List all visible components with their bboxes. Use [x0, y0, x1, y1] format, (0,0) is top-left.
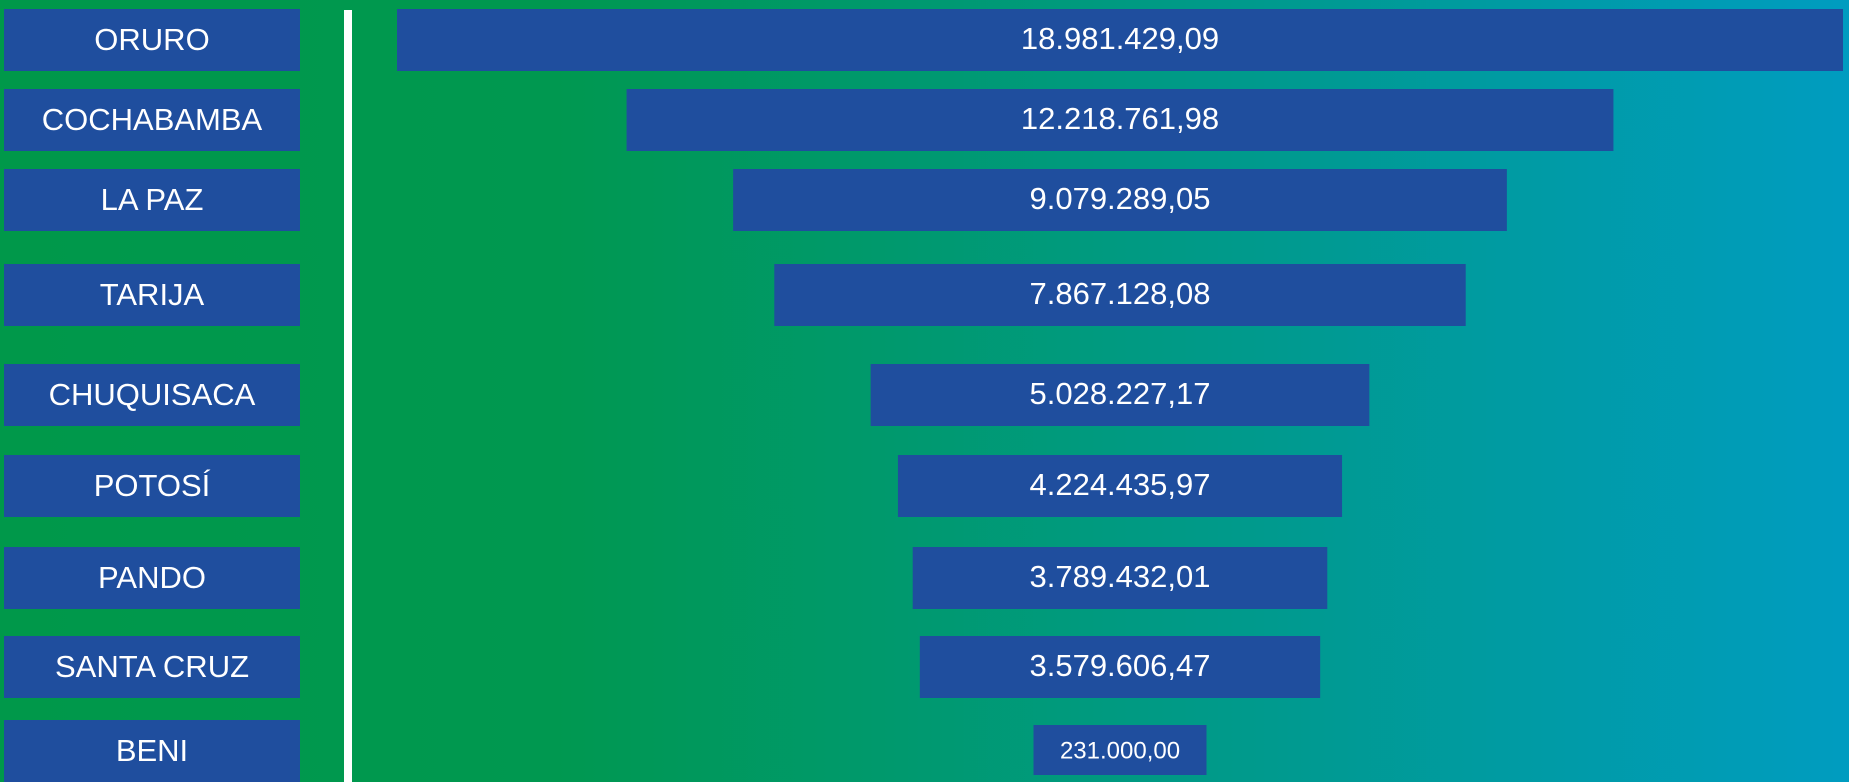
- value-label: 5.028.227,17: [1029, 376, 1210, 411]
- category-label: PANDO: [98, 560, 206, 595]
- bar: [774, 264, 1466, 326]
- category-box: [4, 89, 300, 151]
- category-box: [4, 9, 300, 71]
- category-label: POTOSÍ: [94, 468, 211, 503]
- category-label: ORURO: [94, 22, 209, 57]
- value-label: 3.789.432,01: [1029, 559, 1210, 594]
- bar: [1033, 725, 1207, 775]
- category-box: [4, 720, 300, 782]
- bar: [733, 169, 1507, 231]
- category-box: [4, 636, 300, 698]
- bar: [912, 547, 1328, 609]
- category-label: SANTA CRUZ: [55, 649, 249, 684]
- bar: [919, 636, 1321, 698]
- bar: [397, 9, 1843, 71]
- value-label: 231.000,00: [1060, 737, 1180, 764]
- divider: [344, 10, 352, 782]
- category-box: [4, 364, 300, 426]
- value-label: 9.079.289,05: [1029, 181, 1210, 216]
- value-label: 4.224.435,97: [1029, 467, 1210, 502]
- category-label: CHUQUISACA: [49, 377, 256, 412]
- bar: [870, 364, 1370, 426]
- category-label: LA PAZ: [101, 182, 204, 217]
- value-label: 12.218.761,98: [1021, 101, 1219, 136]
- bar: [626, 89, 1614, 151]
- value-label: 18.981.429,09: [1021, 21, 1219, 56]
- bar: [897, 455, 1343, 517]
- value-label: 7.867.128,08: [1029, 276, 1210, 311]
- category-label: TARIJA: [100, 277, 205, 312]
- category-box: [4, 264, 300, 326]
- category-label: BENI: [116, 733, 188, 768]
- value-label: 3.579.606,47: [1029, 648, 1210, 683]
- category-box: [4, 455, 300, 517]
- category-box: [4, 547, 300, 609]
- category-label: COCHABAMBA: [42, 102, 263, 137]
- category-box: [4, 169, 300, 231]
